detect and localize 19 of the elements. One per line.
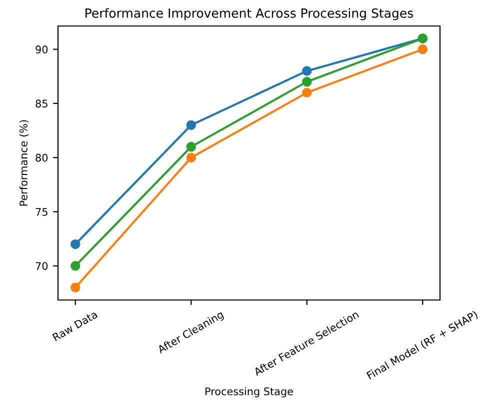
point — [70, 282, 80, 292]
y-tick-label: 80 — [36, 154, 48, 162]
chart-title: Performance Improvement Across Processing Stages — [86, 8, 414, 20]
point — [302, 76, 312, 87]
point — [418, 44, 428, 54]
y-tick-label: 70 — [36, 262, 48, 270]
point — [186, 142, 196, 152]
y-tick-label: 90 — [36, 46, 48, 54]
y-axis-title: Performance (%) — [19, 120, 29, 206]
x-axis-title: Processing Stage — [206, 387, 293, 398]
point — [302, 88, 312, 98]
x-tick-label: Raw Data — [52, 310, 98, 342]
y-tick-label: 85 — [36, 100, 48, 108]
point — [70, 261, 80, 271]
point — [186, 152, 196, 162]
point — [302, 66, 312, 76]
point — [70, 239, 80, 250]
y-tick-label: 75 — [36, 208, 48, 216]
point — [186, 120, 196, 130]
